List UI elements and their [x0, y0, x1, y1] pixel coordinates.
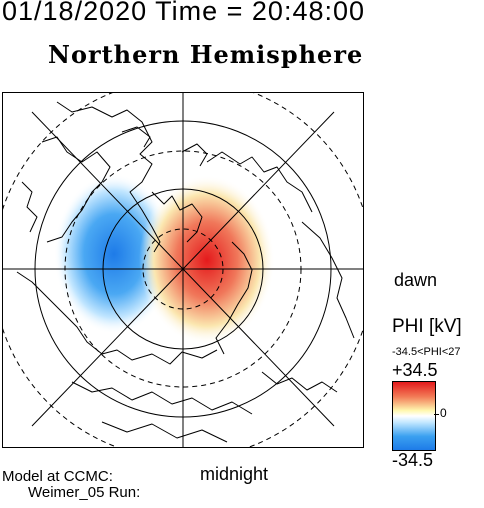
- midnight-label: midnight: [200, 464, 269, 484]
- credit-line-2: Weimer_05 Run:: [28, 484, 141, 501]
- colorbar: [392, 381, 436, 451]
- polar-potential-map: [2, 92, 364, 448]
- colorbar-min-label: -34.5: [392, 450, 434, 470]
- dawn-label: dawn: [394, 270, 438, 290]
- colorbar-title: PHI [kV]: [392, 316, 462, 337]
- meridian-diagonal-b: [31, 111, 335, 427]
- colorbar-zero-tick: [434, 414, 439, 415]
- colorbar-max-label: +34.5: [392, 360, 438, 380]
- coastlines: [16, 101, 355, 443]
- colorbar-zero-label: 0: [440, 406, 447, 420]
- plot-title: Northern Hemisphere: [48, 40, 364, 69]
- colorbar-range: -34.5<PHI<27: [392, 346, 461, 358]
- credit-line-1: Model at CCMC:: [2, 468, 113, 485]
- timestamp: 01/18/2020 Time = 20:48:00: [2, 0, 366, 26]
- positive-potential-cell: [139, 175, 275, 345]
